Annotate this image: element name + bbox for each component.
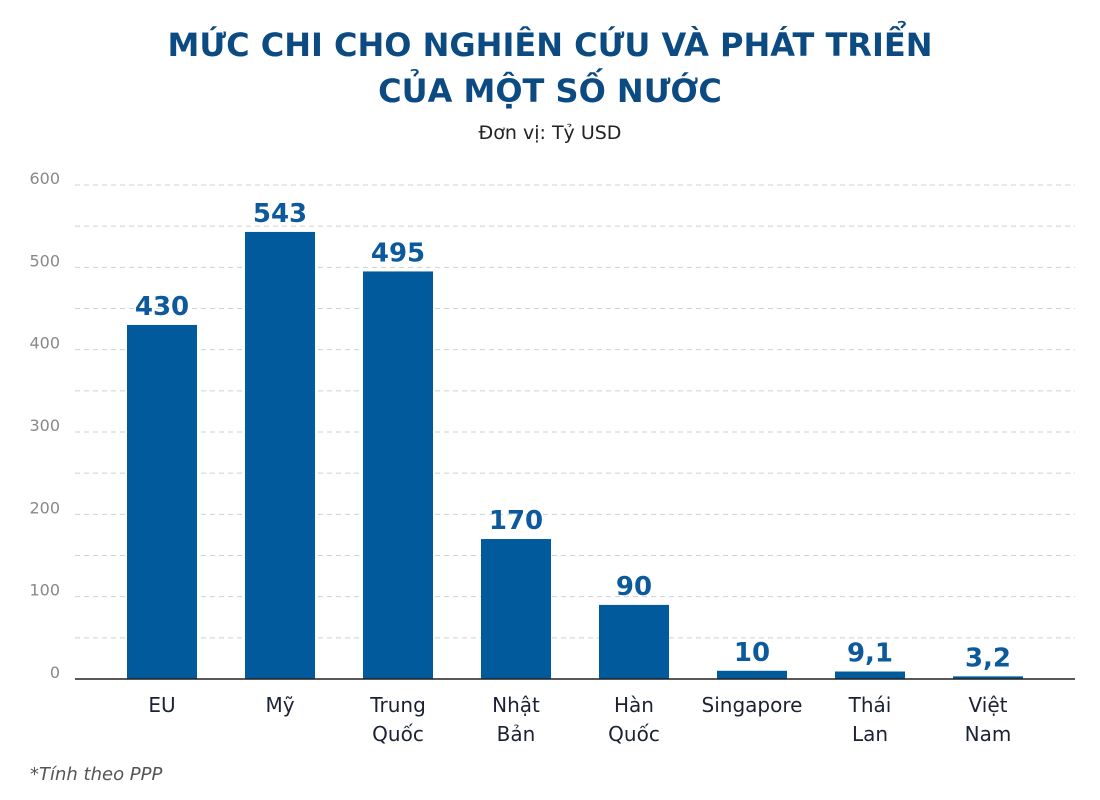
x-tick-label: Mỹ [265, 693, 294, 717]
x-tick-label: EU [148, 693, 175, 717]
data-label: 10 [734, 638, 770, 668]
chart-title-line-1: MỨC CHI CHO NGHIÊN CỨU VÀ PHÁT TRIỂN [167, 26, 933, 64]
data-label: 3,2 [965, 643, 1011, 673]
bar [481, 539, 551, 679]
x-tick-label: Thái Lan [848, 693, 892, 746]
y-tick-label: 500 [29, 251, 60, 270]
y-tick-label: 200 [29, 498, 60, 517]
x-tick-label: Trung Quốc [369, 693, 426, 746]
chart-subtitle: Đơn vị: Tỷ USD [478, 122, 622, 144]
x-tick-label: Singapore [702, 693, 803, 717]
x-tick-label: Việt Nam [965, 693, 1012, 746]
y-tick-label: 600 [29, 169, 60, 188]
data-label: 430 [135, 292, 189, 322]
y-tick-label: 300 [29, 416, 60, 435]
data-label: 170 [489, 506, 543, 536]
bar [363, 271, 433, 679]
y-tick-label: 100 [29, 581, 60, 600]
data-label: 90 [616, 572, 652, 602]
bar [599, 604, 669, 679]
bar [953, 676, 1023, 679]
bar [835, 671, 905, 679]
y-tick-label: 400 [29, 334, 60, 353]
footnote: *Tính theo PPP [30, 764, 163, 785]
y-tick-label: 0 [50, 663, 60, 682]
bar [717, 670, 787, 679]
bar [245, 231, 315, 679]
x-tick-label: Hàn Quốc [608, 693, 660, 746]
chart-title-line-2: CỦA MỘT SỐ NƯỚC [378, 72, 722, 110]
data-label: 9,1 [847, 639, 893, 669]
bar [127, 324, 197, 679]
data-label: 543 [253, 199, 307, 229]
x-tick-label: Nhật Bản [492, 693, 540, 746]
data-label: 495 [371, 238, 425, 268]
